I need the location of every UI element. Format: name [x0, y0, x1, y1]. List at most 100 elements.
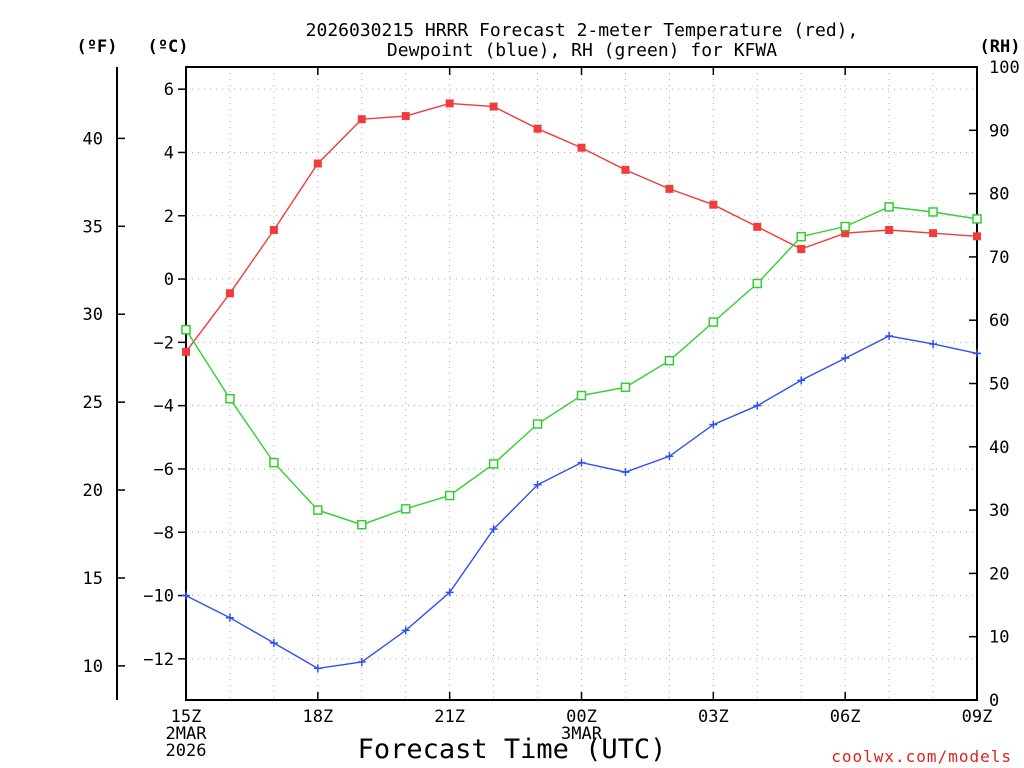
- rh-axis-title: (RH): [980, 37, 1021, 57]
- rh-tick-label: 20: [989, 564, 1009, 584]
- data-point-temperature: [577, 143, 586, 152]
- data-point-rh: [181, 324, 191, 335]
- fahrenheit-tick-label: 40: [83, 129, 103, 149]
- data-point-temperature: [709, 200, 718, 209]
- celsius-axis-title: (ºC): [148, 37, 189, 57]
- data-point-temperature: [182, 347, 190, 356]
- series-layer: [181, 99, 982, 673]
- data-point-dewpoint: [973, 349, 981, 358]
- data-point-dewpoint: [797, 376, 806, 385]
- axes: [116, 66, 978, 701]
- data-point-rh: [840, 221, 850, 232]
- x-tick-label: 18Z: [302, 707, 333, 727]
- celsius-tick-label: −10: [143, 587, 174, 607]
- data-point-dewpoint: [929, 339, 938, 348]
- fahrenheit-tick-label: 20: [83, 481, 103, 501]
- rh-tick-label: 100: [989, 58, 1020, 78]
- rh-tick-label: 90: [989, 121, 1009, 141]
- data-point-temperature: [973, 232, 981, 241]
- rh-tick-label: 30: [989, 501, 1009, 521]
- chart-subtitle: Dewpoint (blue), RH (green) for KFWA: [387, 40, 777, 61]
- celsius-tick-label: −12: [143, 650, 174, 670]
- data-point-dewpoint: [182, 591, 190, 600]
- data-point-temperature: [753, 222, 762, 231]
- data-point-temperature: [797, 244, 806, 253]
- x-tick-label: 09Z: [962, 707, 993, 727]
- rh-tick-label: 50: [989, 375, 1009, 395]
- data-point-dewpoint: [489, 525, 498, 534]
- data-point-rh: [225, 393, 235, 404]
- x-tick-label: 15Z: [171, 707, 202, 727]
- data-point-dewpoint: [533, 480, 542, 489]
- data-point-temperature: [929, 229, 938, 238]
- x-tick-label: 21Z: [434, 707, 465, 727]
- data-point-dewpoint: [753, 401, 762, 410]
- fahrenheit-tick-label: 30: [83, 305, 103, 325]
- data-point-temperature: [533, 124, 542, 133]
- x-tick-label: 2MAR: [166, 724, 208, 744]
- celsius-tick-label: 0: [164, 270, 174, 290]
- data-point-dewpoint: [401, 626, 410, 635]
- x-tick-label: 06Z: [830, 707, 861, 727]
- data-point-rh: [972, 214, 982, 224]
- data-point-dewpoint: [357, 658, 366, 667]
- data-point-temperature: [401, 112, 410, 121]
- celsius-tick-label: −4: [154, 397, 174, 417]
- data-point-temperature: [225, 289, 234, 298]
- data-point-dewpoint: [709, 420, 718, 429]
- data-point-rh: [313, 505, 323, 515]
- data-point-dewpoint: [577, 458, 586, 467]
- data-point-rh: [620, 382, 631, 393]
- credit-text: coolwx.com/models: [831, 747, 1012, 766]
- data-point-dewpoint: [621, 468, 630, 477]
- x-axis-label: Forecast Time (UTC): [358, 734, 667, 765]
- fahrenheit-axis-title: (ºF): [77, 37, 118, 57]
- celsius-tick-label: −8: [154, 523, 174, 543]
- x-tick-label: 2026: [166, 741, 207, 761]
- data-point-rh: [752, 278, 763, 289]
- rh-tick-label: 40: [989, 438, 1009, 458]
- data-point-dewpoint: [841, 354, 850, 363]
- data-point-dewpoint: [445, 588, 454, 597]
- rh-tick-label: 0: [989, 691, 999, 711]
- data-point-temperature: [445, 99, 454, 108]
- data-point-rh: [576, 390, 587, 401]
- data-point-temperature: [621, 165, 630, 174]
- rh-tick-label: 80: [989, 185, 1009, 205]
- data-point-dewpoint: [665, 452, 674, 461]
- data-point-temperature: [313, 159, 322, 168]
- data-point-rh: [400, 504, 411, 514]
- fahrenheit-tick-label: 25: [83, 393, 103, 413]
- data-point-rh: [664, 355, 675, 366]
- celsius-tick-label: 6: [164, 80, 174, 100]
- data-point-temperature: [357, 115, 366, 124]
- fahrenheit-tick-label: 35: [83, 217, 103, 237]
- data-point-dewpoint: [225, 613, 234, 622]
- x-tick-label: 3MAR: [561, 724, 603, 744]
- data-point-temperature: [841, 229, 850, 238]
- data-point-dewpoint: [269, 639, 278, 648]
- data-point-rh: [884, 202, 894, 212]
- data-point-temperature: [269, 225, 278, 234]
- data-point-temperature: [885, 225, 894, 234]
- data-point-rh: [269, 457, 279, 468]
- rh-tick-label: 10: [989, 628, 1009, 648]
- tick-labels: 6420−2−4−6−8−10−124035302520151010090807…: [83, 58, 1020, 761]
- data-point-dewpoint: [313, 664, 322, 673]
- data-point-dewpoint: [885, 332, 894, 341]
- rh-tick-label: 60: [989, 311, 1009, 331]
- data-point-rh: [708, 317, 719, 327]
- data-point-temperature: [665, 184, 674, 193]
- celsius-tick-label: 4: [164, 143, 174, 163]
- data-point-rh: [532, 419, 543, 429]
- data-point-rh: [488, 459, 499, 469]
- fahrenheit-tick-label: 15: [83, 569, 103, 589]
- data-point-rh: [357, 519, 367, 530]
- chart-title: 2026030215 HRRR Forecast 2-meter Tempera…: [306, 20, 859, 41]
- fahrenheit-tick-label: 10: [83, 657, 103, 677]
- x-tick-label: 00Z: [566, 707, 597, 727]
- data-point-rh: [796, 231, 806, 242]
- data-point-rh: [444, 490, 455, 501]
- x-tick-label: 03Z: [698, 707, 729, 727]
